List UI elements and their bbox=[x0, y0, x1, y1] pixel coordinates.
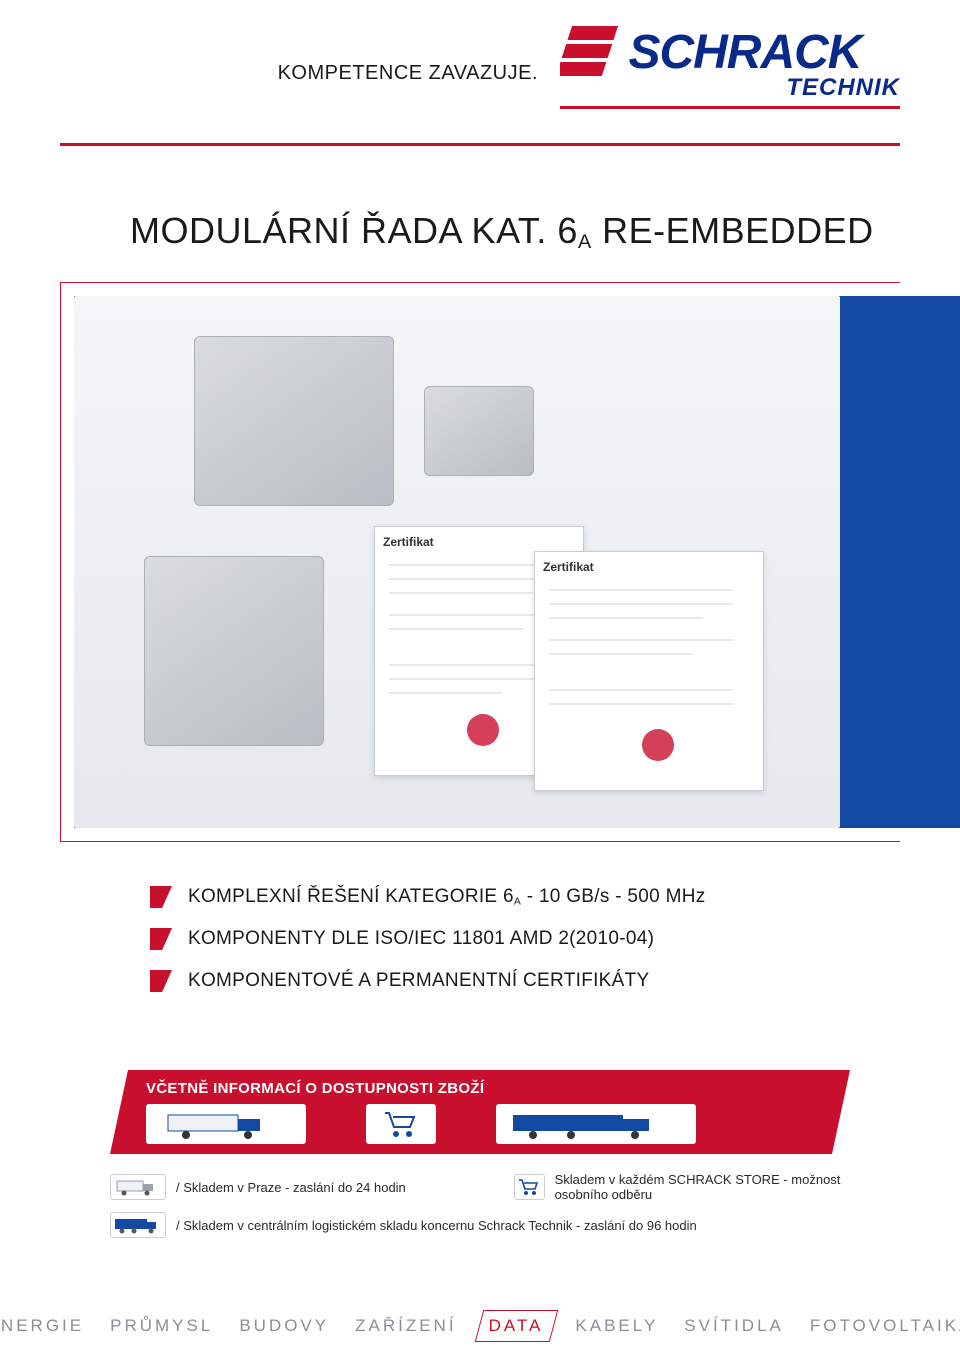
category-item: PRŮMYSL bbox=[110, 1316, 213, 1336]
cart-icon bbox=[514, 1174, 545, 1200]
category-item: BUDOVY bbox=[239, 1316, 329, 1336]
category-item: KABELY bbox=[575, 1316, 658, 1336]
title-suffix: RE-EMBEDDED bbox=[592, 210, 874, 251]
hero-photo: Zertifikat Zertifikat bbox=[74, 296, 840, 828]
bullet-item: KOMPLEXNÍ ŘEŠENÍ KATEGORIE 6A - 10 GB/s … bbox=[150, 886, 860, 908]
title-subscript: A bbox=[578, 231, 592, 253]
category-strip: ENERGIE PRŮMYSL BUDOVY ZAŘÍZENÍ DATA KAB… bbox=[0, 1316, 960, 1336]
category-item: SVÍTIDLA bbox=[684, 1316, 784, 1336]
certificate-title: Zertifikat bbox=[543, 560, 755, 574]
category-item: FOTOVOLTAIKA bbox=[810, 1316, 960, 1336]
header: KOMPETENCE ZAVAZUJE. SCHRACK TECHNIK bbox=[0, 0, 960, 170]
page-title: MODULÁRNÍ ŘADA KAT. 6A RE-EMBEDDED bbox=[130, 210, 874, 254]
bullet-text-pre: KOMPLEXNÍ ŘEŠENÍ KATEGORIE 6 bbox=[188, 886, 514, 907]
availability-icons bbox=[146, 1104, 814, 1144]
category-item: ZAŘÍZENÍ bbox=[355, 1316, 456, 1336]
availability-title: VČETNĚ INFORMACÍ O DOSTUPNOSTI ZBOŽÍ bbox=[146, 1080, 484, 1097]
bullet-text: KOMPONENTOVÉ A PERMANENTNÍ CERTIFIKÁTY bbox=[188, 970, 650, 992]
bullet-text-post: - 10 GB/s - 500 MHz bbox=[521, 886, 705, 907]
tagline: KOMPETENCE ZAVAZUJE. bbox=[278, 62, 538, 85]
truck-long-icon bbox=[496, 1104, 696, 1144]
certificate-title: Zertifikat bbox=[383, 535, 575, 549]
product-image bbox=[194, 336, 394, 506]
legend-item: / Skladem v Praze - zaslání do 24 hodin bbox=[110, 1172, 490, 1202]
hero: Zertifikat Zertifikat bbox=[60, 282, 900, 842]
legend-label: / Skladem v Praze - zaslání do 24 hodin bbox=[176, 1180, 406, 1195]
legend-item: Skladem v každém SCHRACK STORE - možnost… bbox=[514, 1172, 880, 1202]
certificate-card: Zertifikat bbox=[534, 551, 764, 791]
logo-text-main: SCHRACK bbox=[628, 30, 861, 76]
bullet-icon bbox=[150, 928, 172, 950]
bullet-icon bbox=[150, 886, 172, 908]
truck-long-icon bbox=[110, 1212, 166, 1238]
header-divider bbox=[60, 143, 900, 146]
logo-mark-icon bbox=[560, 20, 618, 78]
title-prefix: MODULÁRNÍ ŘADA KAT. 6 bbox=[130, 210, 578, 251]
logo-underline bbox=[560, 106, 900, 109]
legend-label: / Skladem v centrálním logistickém sklad… bbox=[176, 1218, 697, 1233]
bullet-text: KOMPONENTY DLE ISO/IEC 11801 AMD 2(2010-… bbox=[188, 928, 654, 950]
legend-item: / Skladem v centrálním logistickém sklad… bbox=[110, 1212, 880, 1238]
feature-bullets: KOMPLEXNÍ ŘEŠENÍ KATEGORIE 6A - 10 GB/s … bbox=[150, 886, 860, 1012]
bullet-item: KOMPONENTY DLE ISO/IEC 11801 AMD 2(2010-… bbox=[150, 928, 860, 950]
category-label: DATA bbox=[489, 1316, 544, 1335]
product-image bbox=[424, 386, 534, 476]
brand-logo: SCHRACK TECHNIK bbox=[560, 20, 900, 109]
product-image bbox=[144, 556, 324, 746]
bullet-icon bbox=[150, 970, 172, 992]
category-item-active: DATA bbox=[483, 1316, 550, 1336]
truck-icon bbox=[146, 1104, 306, 1144]
availability-banner: VČETNĚ INFORMACÍ O DOSTUPNOSTI ZBOŽÍ bbox=[110, 1070, 850, 1154]
bullet-item: KOMPONENTOVÉ A PERMANENTNÍ CERTIFIKÁTY bbox=[150, 970, 860, 992]
bullet-text: KOMPLEXNÍ ŘEŠENÍ KATEGORIE 6A - 10 GB/s … bbox=[188, 886, 706, 908]
legend-label: Skladem v každém SCHRACK STORE - možnost… bbox=[555, 1172, 880, 1202]
cart-icon bbox=[366, 1104, 436, 1144]
availability-legend: / Skladem v Praze - zaslání do 24 hodin … bbox=[110, 1172, 880, 1238]
truck-small-icon bbox=[110, 1174, 166, 1200]
category-item: ENERGIE bbox=[0, 1316, 84, 1336]
